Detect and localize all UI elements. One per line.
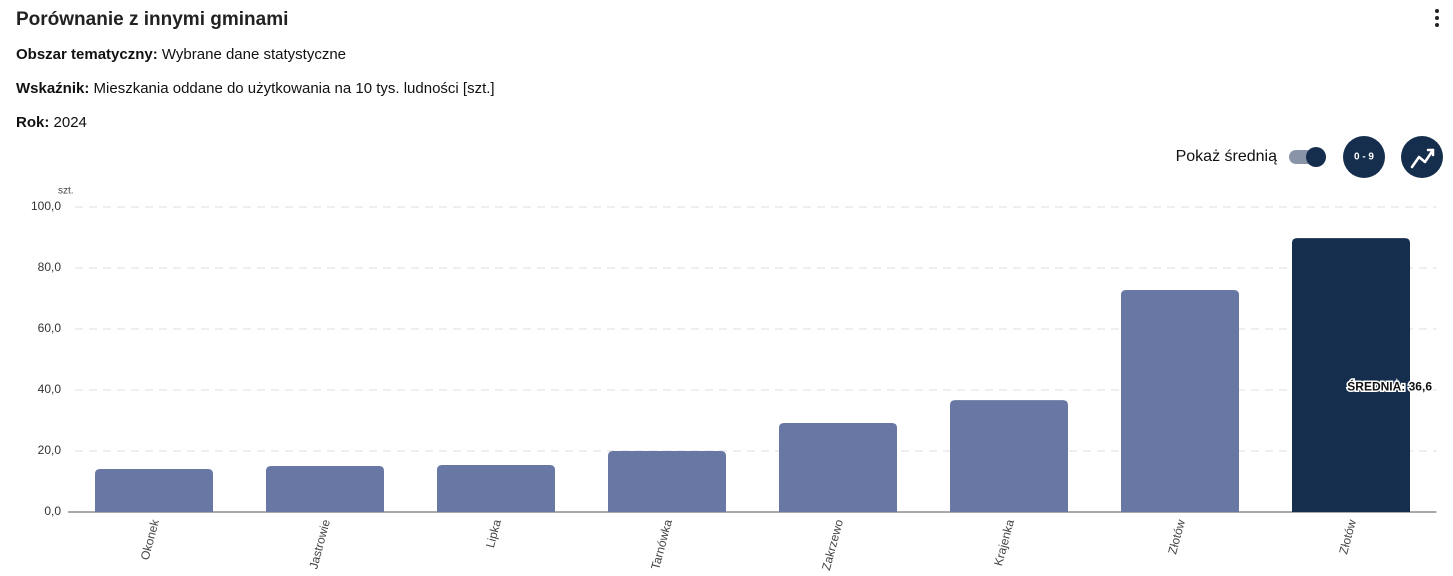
field-label: Wskaźnik: xyxy=(16,80,89,97)
plot: 0,0 20,0 40,0 60,0 80,0 100,0 Okonek Jastrowie L… xyxy=(31,199,1437,572)
y-unit: szt. xyxy=(58,186,74,197)
toggle-label: Pokaż średnią xyxy=(1176,148,1277,165)
range-button[interactable]: 0 - 9 xyxy=(1343,136,1385,178)
y-tick-label: 100,0 xyxy=(31,199,61,213)
x-tick-label: Lipka xyxy=(483,518,504,550)
bar xyxy=(437,465,555,512)
field-label: Rok: xyxy=(16,114,49,131)
bar xyxy=(1292,238,1410,513)
kebab-menu[interactable] xyxy=(1435,9,1439,27)
chart-type-button[interactable] xyxy=(1401,136,1443,178)
y-tick-label: 20,0 xyxy=(38,443,62,457)
bar xyxy=(779,422,897,512)
bar xyxy=(95,468,213,512)
x-tick-label: Tarnówka xyxy=(648,518,675,572)
title: Porównanie z innymi gminami xyxy=(16,9,288,30)
y-tick-label: 80,0 xyxy=(38,260,62,274)
bar xyxy=(266,465,384,512)
field-line: Rok: 2024 xyxy=(16,114,87,131)
bar xyxy=(608,451,726,512)
bar xyxy=(950,400,1068,512)
y-tick-label: 0,0 xyxy=(44,504,61,518)
field-line: Obszar tematyczny: Wybrane dane statysty… xyxy=(16,46,346,63)
field-value: 2024 xyxy=(54,114,87,131)
x-tick-label: Krajenka xyxy=(991,518,1017,568)
y-tick-label: 60,0 xyxy=(38,321,62,335)
x-tick-label: Jastrowie xyxy=(306,518,333,571)
y-tick-label: 40,0 xyxy=(38,382,62,396)
x-tick-label: Okonek xyxy=(138,517,162,562)
range-button-label: 0 - 9 xyxy=(1354,152,1374,163)
x-tick-label: Zakrzewo xyxy=(819,518,846,572)
field-value: Wybrane dane statystyczne xyxy=(162,46,346,63)
x-tick-label: Złotów xyxy=(1336,518,1359,556)
field-line: Wskaźnik: Mieszkania oddane do użytkowan… xyxy=(16,80,495,97)
x-tick-label: Złotów xyxy=(1165,518,1188,556)
average-toggle[interactable] xyxy=(1289,147,1326,167)
field-label: Obszar tematyczny: xyxy=(16,46,158,63)
average-label: ŚREDNIA: 36,6 xyxy=(1347,379,1432,394)
field-value: Mieszkania oddane do użytkowania na 10 t… xyxy=(94,80,495,97)
